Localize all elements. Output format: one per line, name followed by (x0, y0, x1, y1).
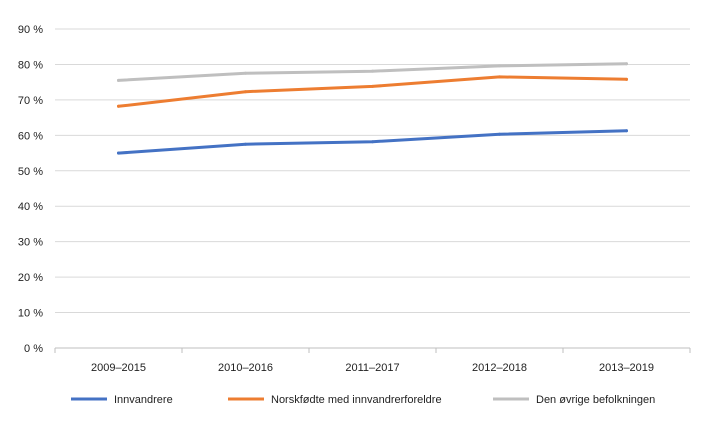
data-point (371, 140, 374, 144)
x-tick-label: 2010–2016 (218, 362, 273, 374)
y-tick-label: 40 % (18, 201, 43, 213)
data-point (498, 132, 501, 136)
data-point (117, 78, 120, 82)
legend-label: Den øvrige befolkningen (536, 394, 655, 406)
legend-label: Norskfødte med innvandrerforeldre (271, 394, 442, 406)
gridlines (55, 28, 690, 349)
data-point (117, 104, 120, 108)
y-tick-label: 90 % (18, 24, 43, 36)
data-point (625, 129, 628, 133)
data-point (625, 62, 628, 66)
y-tick-label: 50 % (18, 166, 43, 178)
series-line-2 (117, 75, 628, 108)
x-tick-label: 2009–2015 (91, 362, 146, 374)
data-point (498, 75, 501, 79)
legend: Innvandrere Norskfødte med innvandrerfore… (71, 394, 655, 406)
legend-label: Innvandrere (114, 394, 173, 406)
y-tick-label: 70 % (18, 95, 43, 107)
x-tick-label: 2011–2017 (345, 362, 399, 374)
y-tick-label: 60 % (18, 130, 43, 142)
y-tick-label: 20 % (18, 272, 43, 284)
series-lines (117, 62, 628, 155)
data-point (371, 84, 374, 88)
y-axis-ticks: 0 % 10 % 20 % 30 % 40 % 50 % 60 % 70 % 80 % 90 % (18, 24, 43, 355)
data-point (371, 69, 374, 73)
data-point (244, 142, 247, 146)
data-point (625, 77, 628, 81)
x-axis-ticks: 2009–2015 2010–2016 2011–2017 2012–2018 2013… (54, 348, 691, 374)
x-tick-label: 2013–2019 (599, 362, 654, 374)
y-tick-label: 0 % (24, 343, 43, 355)
y-tick-label: 30 % (18, 237, 43, 249)
data-point (498, 64, 501, 68)
x-tick-label: 2012–2018 (472, 362, 527, 374)
data-point (244, 71, 247, 75)
data-point (244, 90, 247, 94)
y-tick-label: 80 % (18, 59, 43, 71)
data-point (117, 151, 120, 155)
y-tick-label: 10 % (18, 308, 43, 320)
